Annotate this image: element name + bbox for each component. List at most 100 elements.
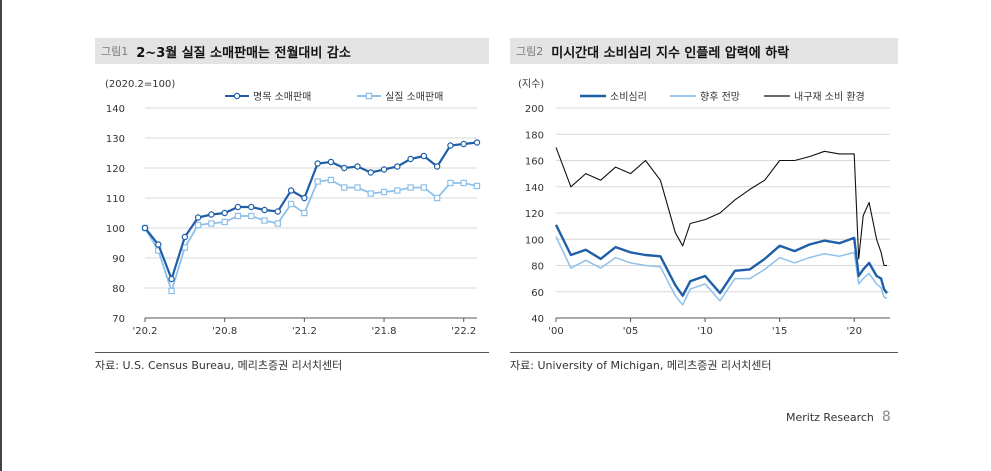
chart-1-y-tick-label: 140 xyxy=(106,104,125,115)
chart-1-data-point xyxy=(407,184,414,191)
chart-1-data-point xyxy=(447,179,454,187)
chart-2-series-line xyxy=(554,224,888,297)
chart-1-x-tick-label: '20.2 xyxy=(132,326,157,337)
chart-1-data-point xyxy=(301,209,308,217)
chart-1-y-tick-label: 110 xyxy=(106,194,125,205)
chart-1-data-point xyxy=(181,233,189,241)
chart-1-legend-marker xyxy=(365,92,373,100)
chart-2: (지수) 40 60 80 100 120 140 160 180 200 '00 '05 '10 '15… xyxy=(518,78,890,337)
chart-1-data-point xyxy=(327,158,335,166)
chart-1-data-point xyxy=(208,220,215,227)
page-footer: Meritz Research 8 xyxy=(786,409,891,425)
chart-1-data-point xyxy=(234,203,242,211)
footer-brand: Meritz Research xyxy=(786,411,874,424)
figure-2: 그림2 미시간대 소비심리 지수 인플레 압력에 하락 (지수) 40 60 80 10… xyxy=(510,38,898,372)
figure-2-title: 미시간대 소비심리 지수 인플레 압력에 하락 xyxy=(551,45,790,61)
chart-1-data-point xyxy=(354,163,361,170)
chart-1-data-point xyxy=(287,200,295,208)
chart-2-y-tick-label: 180 xyxy=(525,130,544,141)
chart-1-data-point xyxy=(287,187,295,194)
figure-1-tag: 그림1 xyxy=(101,45,129,58)
chart-1-y-tick-label: 70 xyxy=(112,314,125,325)
chart-1-data-point xyxy=(433,163,441,170)
chart-1-data-point xyxy=(380,188,388,196)
chart-2-y-tick-label: 60 xyxy=(531,288,544,299)
chart-1-x-tick-label: '21.8 xyxy=(372,326,397,337)
chart-1-data-point xyxy=(447,142,454,149)
chart-1-data-point xyxy=(155,241,162,248)
chart-2-legend-label: 향후 전망 xyxy=(700,91,740,103)
chart-1-data-point xyxy=(314,178,321,185)
chart-2-y-tick-label: 160 xyxy=(525,157,544,168)
chart-1-data-point xyxy=(420,152,428,160)
page-edge-line xyxy=(0,0,2,471)
chart-2-unit-label: (지수) xyxy=(518,78,544,90)
chart-1-data-point xyxy=(314,160,321,167)
figure-1: 그림1 2~3월 실질 소매판매는 전월대비 감소 (2020.2=100) 70… xyxy=(95,38,489,372)
chart-1-data-point xyxy=(394,187,401,194)
figure-1-title: 2~3월 실질 소매판매는 전월대비 감소 xyxy=(136,45,351,61)
chart-1-series-line xyxy=(144,179,478,294)
chart-2-y-tick-label: 100 xyxy=(525,235,544,246)
chart-1-data-point xyxy=(274,220,281,227)
chart-2-y-tick-label: 140 xyxy=(525,183,544,194)
chart-2-x-tick-label: '05 xyxy=(623,326,638,337)
chart-1-data-point xyxy=(460,179,467,187)
chart-1-data-point xyxy=(234,212,242,220)
chart-1-x-tick-label: '22.2 xyxy=(451,326,476,337)
figure-1-source: 자료: U.S. Census Bureau, 메리츠증권 리서치센터 xyxy=(95,352,489,373)
chart-1-x-tick-label: '20.8 xyxy=(212,326,237,337)
chart-1-data-point xyxy=(394,163,401,170)
chart-1-data-point xyxy=(473,182,481,190)
chart-1-data-point xyxy=(407,155,414,163)
chart-1-data-point xyxy=(194,214,202,221)
chart-1-data-point xyxy=(367,190,374,197)
chart-1-data-point xyxy=(248,203,255,211)
chart-2-y-tick-label: 40 xyxy=(531,314,544,325)
figure-1-header: 그림1 2~3월 실질 소매판매는 전월대비 감소 xyxy=(95,38,489,64)
chart-2-x-tick-label: '15 xyxy=(772,326,787,337)
chart-1-data-point xyxy=(194,221,202,229)
chart-1-y-tick-label: 100 xyxy=(106,224,125,235)
chart-2-series-line xyxy=(555,236,888,306)
chart-2-series-line xyxy=(555,147,887,267)
chart-1-legend-label: 명목 소매판매 xyxy=(253,91,311,103)
chart-1-data-point xyxy=(168,287,175,295)
chart-1-y-tick-label: 80 xyxy=(112,284,125,295)
chart-1-y-tick-label: 120 xyxy=(106,164,125,175)
chart-2-y-tick-label: 80 xyxy=(531,262,544,273)
chart-1-x-tick-label: '21.2 xyxy=(292,326,317,337)
chart-1-data-point xyxy=(354,184,361,191)
chart-1-data-point xyxy=(261,217,268,224)
chart-2-y-tick-label: 200 xyxy=(525,104,544,115)
chart-2-x-tick-label: '10 xyxy=(697,326,712,337)
chart-1-y-tick-label: 130 xyxy=(106,134,125,145)
chart-1-y-tick-label: 90 xyxy=(112,254,125,265)
chart-1-data-point xyxy=(221,218,228,226)
chart-2-legend-label: 소비심리 xyxy=(610,91,647,103)
chart-1-data-point xyxy=(433,194,441,202)
chart-2-legend-label: 내구재 소비 환경 xyxy=(794,90,865,103)
chart-2-x-tick-label: '20 xyxy=(846,326,861,337)
chart-1-data-point xyxy=(473,139,481,146)
chart-1-data-point xyxy=(340,164,348,172)
chart-1-data-point xyxy=(460,140,467,148)
chart-1-data-point xyxy=(208,211,215,218)
chart-1-data-point xyxy=(248,212,255,220)
chart-1-legend-marker xyxy=(233,92,241,100)
figure-2-tag: 그림2 xyxy=(516,45,544,58)
chart-1-data-point xyxy=(341,184,348,191)
chart-1-unit-label: (2020.2=100) xyxy=(105,79,175,90)
chart-1-data-point xyxy=(141,224,149,232)
figure-2-header: 그림2 미시간대 소비심리 지수 인플레 압력에 하락 xyxy=(510,38,898,64)
chart-1-data-point xyxy=(221,209,228,217)
chart-1-data-point xyxy=(367,169,374,176)
chart-1-data-point xyxy=(261,206,268,214)
chart-2-x-tick-label: '00 xyxy=(548,326,563,337)
chart-1-data-point xyxy=(274,208,281,215)
chart-1-data-point xyxy=(168,275,175,283)
page-number: 8 xyxy=(881,409,891,425)
chart-1-data-point xyxy=(380,166,388,173)
chart-1-data-point xyxy=(327,176,335,184)
chart-1: (2020.2=100) 70 80 90 100 110 120 130 140 '20.2 '2… xyxy=(105,79,481,337)
